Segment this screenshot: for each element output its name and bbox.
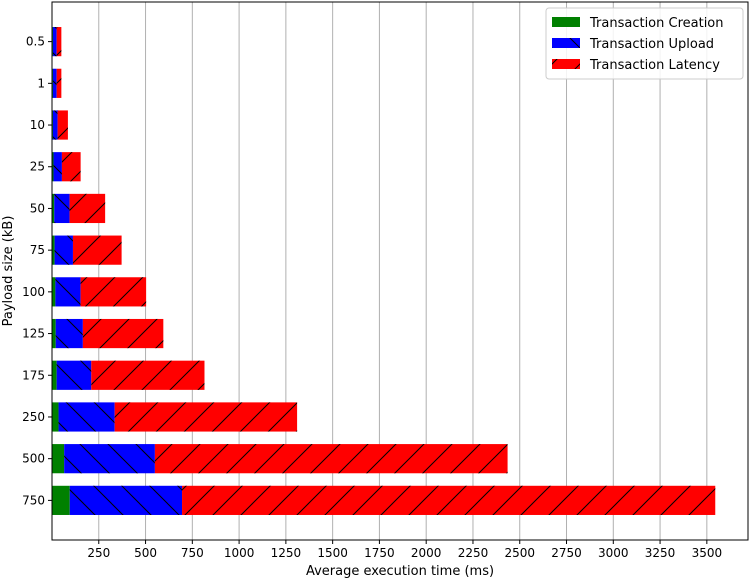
- x-tick-label: 1500: [317, 546, 348, 560]
- bar-transaction-creation: [52, 485, 70, 515]
- y-tick-label: 750: [22, 493, 45, 507]
- bar-hatch: [52, 27, 57, 57]
- bar-transaction-creation: [52, 277, 56, 307]
- bar-transaction-creation: [52, 193, 55, 224]
- bar-hatch: [61, 152, 81, 182]
- bar-hatch: [56, 68, 62, 98]
- y-axis-label: Payload size (kB): [1, 216, 16, 327]
- bar-transaction-creation: [52, 360, 57, 390]
- bar-hatch: [54, 193, 70, 224]
- bar-hatch: [114, 402, 298, 432]
- bar-hatch: [54, 235, 73, 265]
- x-tick-label: 1750: [364, 546, 395, 560]
- bar-hatch: [182, 485, 716, 515]
- bar-hatch: [72, 235, 122, 265]
- y-tick-label: 125: [22, 327, 45, 341]
- x-tick-label: 3250: [645, 546, 676, 560]
- bar-hatch: [58, 402, 115, 432]
- x-axis-label: Average execution time (ms): [306, 564, 494, 578]
- bar-hatch: [80, 277, 147, 307]
- legend-label: Transaction Upload: [589, 37, 714, 52]
- bar-transaction-creation: [52, 402, 59, 432]
- bar-transaction-creation: [52, 152, 54, 182]
- legend-swatch-hatch: [552, 59, 580, 69]
- y-tick-label: 75: [30, 243, 45, 257]
- y-tick-label: 25: [30, 160, 45, 174]
- x-tick-label: 750: [181, 546, 204, 560]
- bar-hatch: [55, 277, 81, 307]
- legend-label: Transaction Creation: [589, 16, 724, 31]
- bars: [52, 27, 716, 515]
- bar-hatch: [57, 110, 68, 140]
- grid-lines: [98, 2, 708, 540]
- bar-hatch: [82, 318, 164, 349]
- x-tick-label: 2000: [411, 546, 442, 560]
- x-tick-label: 3500: [692, 546, 723, 560]
- x-axis-ticks: 250 500 750 1000 1250 1500 1750 2000 2250 2500 275…: [87, 540, 722, 560]
- bar-transaction-creation: [52, 444, 65, 474]
- bar-hatch: [56, 360, 92, 390]
- bar-hatch: [154, 444, 508, 474]
- bar-hatch: [52, 68, 57, 98]
- legend-label: Transaction Latency: [589, 58, 720, 73]
- plot-area-frame: [51, 1, 749, 541]
- y-tick-label: 100: [22, 285, 45, 299]
- y-tick-label: 1: [37, 76, 45, 90]
- x-tick-label: 3000: [598, 546, 629, 560]
- x-tick-label: 1000: [224, 546, 255, 560]
- y-tick-label: 250: [22, 410, 45, 424]
- bar-hatch: [69, 485, 183, 515]
- x-tick-label: 1250: [271, 546, 302, 560]
- bar-transaction-creation: [52, 318, 56, 349]
- x-tick-label: 2250: [458, 546, 489, 560]
- y-tick-label: 500: [22, 452, 45, 466]
- y-tick-label: 10: [30, 118, 45, 132]
- legend-box: [545, 7, 744, 80]
- bar-hatch: [53, 152, 62, 182]
- y-tick-label: 175: [22, 368, 45, 382]
- legend-swatch: [552, 17, 580, 27]
- bar-hatch: [69, 193, 106, 224]
- x-tick-label: 2500: [504, 546, 535, 560]
- x-tick-label: 2750: [551, 546, 582, 560]
- bar-hatch: [52, 110, 58, 140]
- bar-hatch: [91, 360, 205, 390]
- legend: Transaction Creation Transaction Upload Tr…: [545, 7, 744, 80]
- bar-hatch: [64, 444, 155, 474]
- x-tick-label: 250: [87, 546, 110, 560]
- y-tick-label: 50: [30, 201, 45, 215]
- y-axis-ticks: 0.5 1 10 25 50 75 100 125 175 250 500 750: [22, 35, 52, 507]
- legend-swatch-hatch: [552, 38, 580, 48]
- y-tick-label: 0.5: [26, 35, 45, 49]
- x-tick-label: 500: [134, 546, 157, 560]
- bar-transaction-creation: [52, 235, 55, 265]
- bar-hatch: [56, 27, 62, 57]
- bar-hatch: [55, 318, 83, 349]
